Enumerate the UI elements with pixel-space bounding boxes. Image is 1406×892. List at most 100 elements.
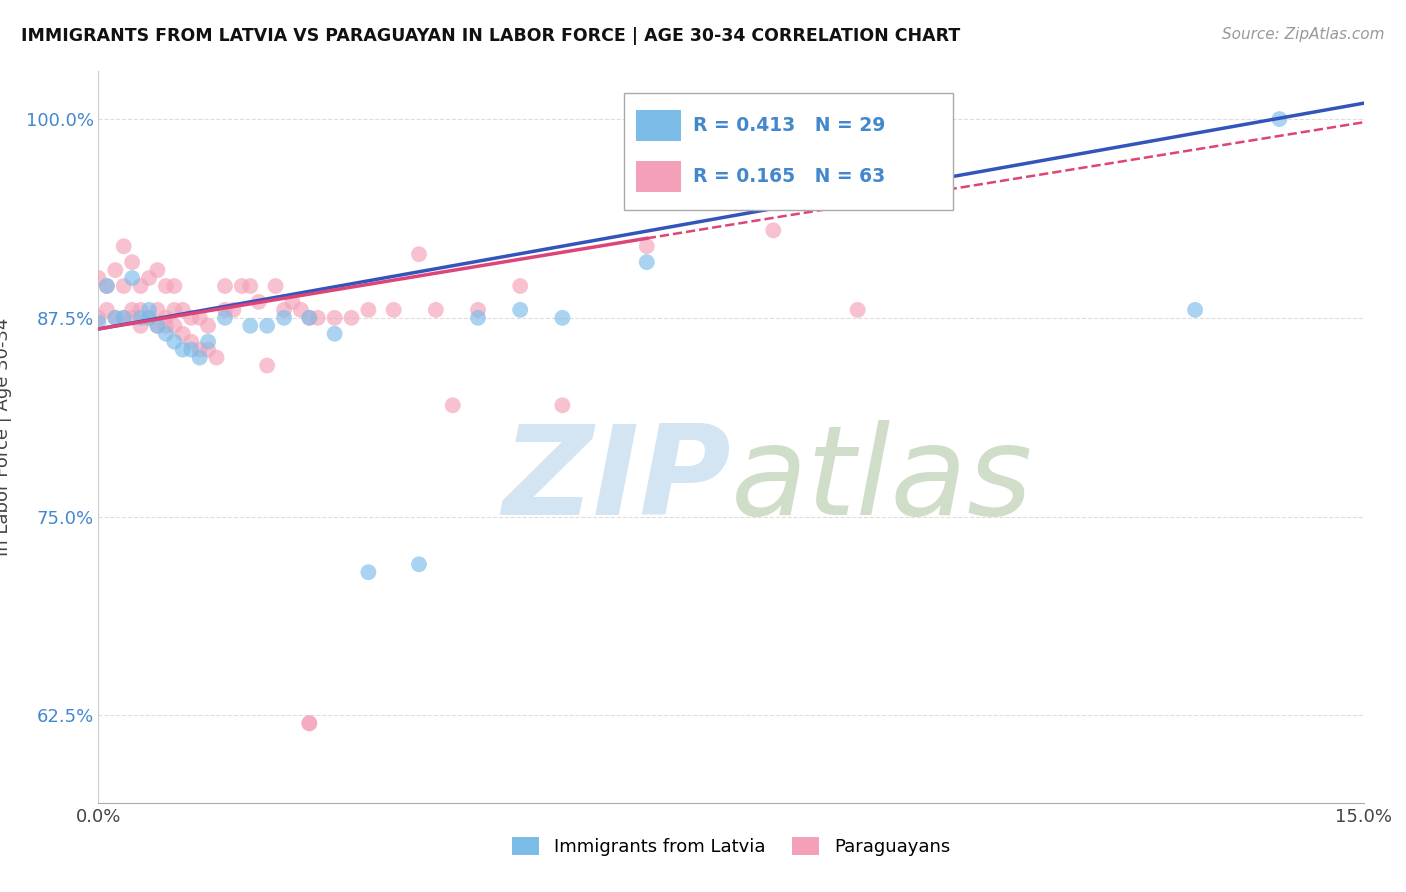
Text: ZIP: ZIP: [502, 420, 731, 541]
Point: [163, 334, 186, 349]
Point: [357, 566, 380, 580]
Point: [121, 310, 143, 325]
Point: [273, 302, 295, 317]
Point: [121, 271, 143, 285]
Point: [129, 318, 152, 333]
Point: [163, 302, 186, 317]
Point: [172, 326, 194, 341]
Point: [290, 302, 312, 317]
Point: [188, 310, 211, 325]
Point: [636, 239, 658, 253]
Point: [323, 310, 346, 325]
Point: [298, 310, 321, 325]
Point: [146, 318, 169, 333]
Point: [129, 279, 152, 293]
Point: [307, 310, 329, 325]
Point: [256, 359, 278, 373]
Point: [298, 716, 321, 731]
Point: [636, 255, 658, 269]
Point: [357, 302, 380, 317]
Point: [509, 302, 531, 317]
Point: [467, 302, 489, 317]
Point: [180, 310, 202, 325]
Point: [214, 302, 236, 317]
Point: [172, 302, 194, 317]
Point: [146, 302, 169, 317]
Point: [121, 255, 143, 269]
Point: [138, 310, 160, 325]
Point: [467, 310, 489, 325]
Point: [87, 310, 110, 325]
Point: [222, 302, 245, 317]
Legend: Immigrants from Latvia, Paraguayans: Immigrants from Latvia, Paraguayans: [505, 830, 957, 863]
Point: [87, 316, 110, 330]
Text: atlas: atlas: [731, 420, 1033, 541]
Point: [425, 302, 447, 317]
Point: [256, 318, 278, 333]
Y-axis label: In Labor Force | Age 30-34: In Labor Force | Age 30-34: [0, 318, 11, 557]
Point: [172, 343, 194, 357]
Text: R = 0.413   N = 29: R = 0.413 N = 29: [693, 116, 886, 135]
Point: [104, 310, 127, 325]
Point: [408, 558, 430, 572]
Point: [239, 279, 262, 293]
Point: [146, 318, 169, 333]
Point: [197, 334, 219, 349]
Point: [1184, 302, 1206, 317]
Point: [762, 223, 785, 237]
Point: [112, 279, 135, 293]
Point: [298, 310, 321, 325]
Point: [247, 294, 270, 309]
FancyBboxPatch shape: [623, 94, 953, 211]
Point: [129, 302, 152, 317]
Point: [96, 302, 118, 317]
Point: [551, 398, 574, 412]
FancyBboxPatch shape: [636, 110, 681, 141]
Point: [239, 318, 262, 333]
Point: [298, 716, 321, 731]
Point: [551, 310, 574, 325]
Point: [112, 239, 135, 253]
Point: [146, 263, 169, 277]
Point: [197, 318, 219, 333]
Point: [129, 310, 152, 325]
Point: [155, 326, 177, 341]
Point: [382, 302, 405, 317]
Text: Source: ZipAtlas.com: Source: ZipAtlas.com: [1222, 27, 1385, 42]
Point: [188, 343, 211, 357]
Point: [846, 302, 869, 317]
Point: [87, 271, 110, 285]
Point: [188, 351, 211, 365]
Point: [138, 302, 160, 317]
Point: [180, 343, 202, 357]
Point: [96, 279, 118, 293]
Point: [214, 279, 236, 293]
Point: [112, 310, 135, 325]
FancyBboxPatch shape: [636, 161, 681, 192]
Text: IMMIGRANTS FROM LATVIA VS PARAGUAYAN IN LABOR FORCE | AGE 30-34 CORRELATION CHAR: IMMIGRANTS FROM LATVIA VS PARAGUAYAN IN …: [21, 27, 960, 45]
Point: [509, 279, 531, 293]
Point: [155, 318, 177, 333]
Point: [163, 279, 186, 293]
Point: [281, 294, 304, 309]
Point: [408, 247, 430, 261]
Point: [323, 326, 346, 341]
Point: [163, 318, 186, 333]
Point: [155, 310, 177, 325]
Point: [112, 310, 135, 325]
Point: [340, 310, 363, 325]
Point: [197, 343, 219, 357]
Point: [121, 302, 143, 317]
Text: R = 0.165   N = 63: R = 0.165 N = 63: [693, 167, 886, 186]
Point: [96, 279, 118, 293]
Point: [264, 279, 287, 293]
Point: [441, 398, 464, 412]
Point: [155, 279, 177, 293]
Point: [138, 271, 160, 285]
Point: [104, 263, 127, 277]
Point: [104, 310, 127, 325]
Point: [138, 310, 160, 325]
Point: [205, 351, 228, 365]
Point: [214, 310, 236, 325]
Point: [273, 310, 295, 325]
